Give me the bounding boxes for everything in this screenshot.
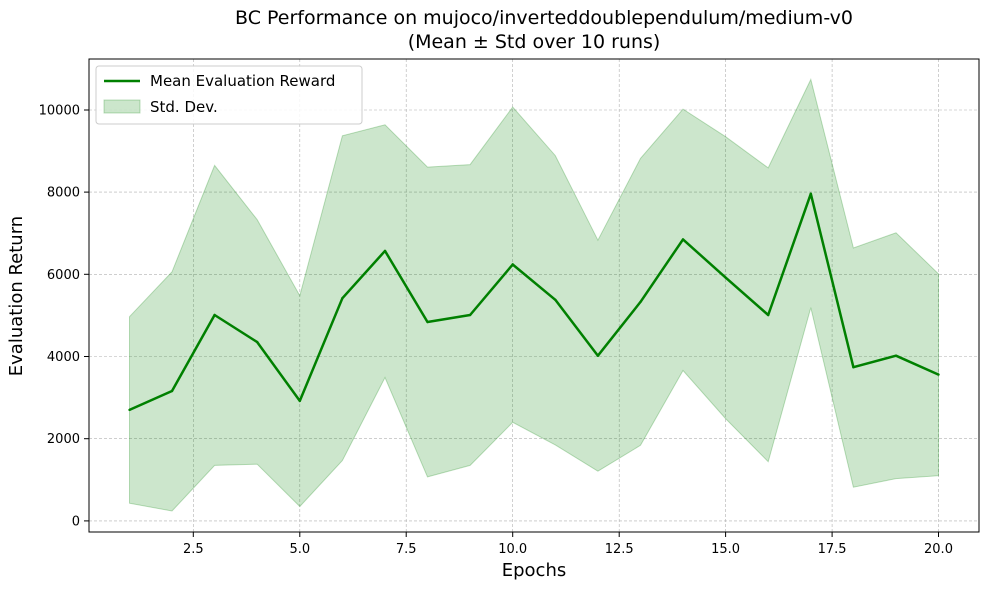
y-tick-label: 4000: [47, 350, 80, 365]
mean-point: [383, 249, 387, 253]
x-tick-label: 12.5: [605, 542, 634, 557]
mean-point: [426, 320, 429, 324]
y-tick-label: 2000: [47, 432, 80, 447]
mean-point: [298, 399, 301, 403]
x-tick-label: 5.0: [289, 542, 310, 557]
mean-point: [809, 192, 812, 195]
mean-point: [852, 366, 855, 369]
mean-point: [767, 313, 770, 317]
y-tick-label: 10000: [39, 104, 80, 119]
std-band: [129, 78, 939, 512]
mean-point: [128, 408, 131, 412]
x-tick-label: 10.0: [498, 542, 527, 557]
mean-point: [341, 297, 344, 300]
y-tick-label: 6000: [47, 268, 80, 283]
chart-subtitle: (Mean ± Std over 10 runs): [408, 31, 661, 53]
y-axis-label: Evaluation Return: [6, 216, 27, 376]
y-tick-label: 0: [72, 514, 80, 529]
y-axis-ticks: 0 2000 4000 6000 8000 10000: [39, 104, 89, 529]
std-band-layer: [129, 78, 939, 512]
legend-frame: [95, 65, 363, 125]
mean-point: [554, 298, 557, 301]
legend-label-mean: Mean Evaluation Reward: [150, 72, 335, 90]
legend-label-std: Std. Dev.: [150, 98, 218, 116]
legend: Mean Evaluation Reward Std. Dev.: [95, 65, 363, 125]
x-tick-label: 17.5: [818, 542, 847, 557]
x-tick-label: 2.5: [183, 542, 204, 557]
chart-title: BC Performance on mujoco/inverteddoublep…: [235, 7, 853, 29]
mean-point: [170, 389, 174, 393]
mean-point: [724, 276, 727, 279]
mean-point: [937, 373, 940, 376]
mean-point: [468, 313, 472, 317]
legend-swatch-std: [103, 99, 141, 114]
x-tick-label: 20.0: [924, 542, 953, 557]
mean-point: [511, 263, 514, 266]
x-tick-label: 7.5: [396, 542, 417, 557]
mean-point: [213, 313, 216, 317]
mean-line: [128, 192, 940, 412]
mean-line-layer: [128, 192, 940, 412]
mean-point: [894, 354, 898, 357]
mean-point: [681, 238, 685, 241]
x-tick-label: 15.0: [711, 542, 740, 557]
x-axis-ticks: 2.5 5.0 7.5 10.0 12.5 15.0 17.5 20.0: [183, 532, 953, 557]
x-axis-label: Epochs: [502, 560, 567, 581]
plot-frame: [88, 58, 980, 533]
mean-point: [639, 300, 642, 304]
y-tick-label: 8000: [47, 186, 80, 201]
mean-point: [256, 340, 259, 344]
mean-point: [596, 354, 600, 357]
